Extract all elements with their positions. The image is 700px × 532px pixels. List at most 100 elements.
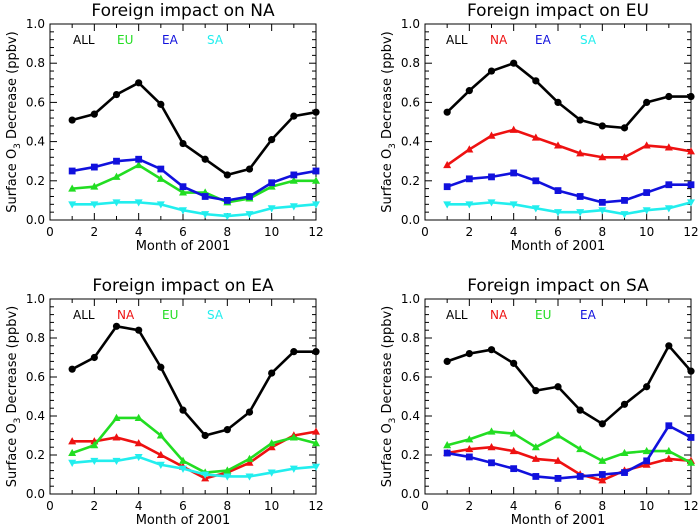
data-point: [554, 209, 562, 217]
data-point: [112, 172, 121, 180]
x-tick-label: 6: [179, 499, 187, 513]
legend-entry: NA: [117, 308, 135, 322]
data-point: [620, 211, 629, 219]
data-point: [443, 160, 452, 169]
data-point: [113, 157, 120, 165]
data-point: [465, 201, 474, 209]
panel-1: 0 2 4 6 8 10 12 0.0 0.2 0.4 0.6 0.8 1.0 Foreign impac…: [5, 1, 324, 254]
data-point: [487, 199, 496, 207]
data-point: [509, 125, 518, 133]
data-point: [268, 136, 276, 144]
data-point: [643, 457, 651, 465]
series-line: [71, 416, 317, 474]
data-point: [245, 165, 254, 173]
legend-entry: ALL: [73, 33, 95, 47]
data-point: [531, 205, 540, 213]
data-point: [156, 450, 165, 458]
data-point: [642, 446, 651, 455]
series-EU: [443, 427, 695, 466]
x-tick-label: 0: [46, 225, 54, 239]
data-point: [487, 346, 496, 354]
data-point: [487, 427, 496, 435]
y-tick-label: 1.0: [401, 17, 420, 31]
data-point: [687, 147, 695, 155]
y-tick-label: 0.8: [401, 331, 420, 345]
legend-entry: EU: [117, 33, 133, 47]
data-point: [312, 176, 320, 184]
data-point: [664, 454, 673, 462]
series-line: [72, 455, 317, 478]
data-point: [532, 77, 540, 85]
data-point: [90, 353, 98, 362]
y-tick-label: 0.8: [401, 56, 420, 70]
data-point: [510, 169, 518, 177]
legend-entry: SA: [207, 308, 224, 322]
y-axis-label: Surface O3 Decrease (ppbv): [5, 31, 23, 212]
data-point: [598, 198, 606, 206]
x-tick-label: 2: [466, 225, 474, 239]
data-point: [179, 406, 187, 414]
data-point: [554, 383, 562, 391]
y-tick-label: 0.0: [401, 487, 420, 501]
data-point: [223, 426, 231, 434]
y-tick-label: 0.2: [401, 174, 420, 188]
x-axis-label: Month of 2001: [511, 513, 606, 528]
data-point: [179, 207, 187, 215]
data-point: [554, 431, 562, 439]
data-point: [554, 475, 562, 482]
data-point: [532, 177, 540, 185]
x-tick-label: 4: [510, 225, 518, 239]
data-point: [576, 444, 585, 453]
data-point: [157, 100, 165, 108]
data-point: [487, 131, 496, 139]
data-point: [267, 469, 276, 477]
data-point: [312, 108, 320, 116]
x-tick-label: 8: [599, 225, 607, 239]
data-point: [488, 459, 495, 467]
data-point: [245, 211, 254, 219]
y-tick-label: 0.4: [26, 135, 45, 149]
legend-entry: ALL: [73, 308, 95, 322]
data-point: [90, 163, 98, 171]
data-point: [642, 141, 651, 149]
data-point: [664, 446, 673, 455]
x-tick-label: 10: [639, 499, 654, 513]
data-point: [598, 153, 607, 161]
series-NA: [443, 125, 695, 169]
data-point: [531, 443, 540, 451]
data-point: [509, 201, 518, 209]
y-tick-label: 0.2: [401, 448, 420, 462]
series-ALL: [68, 79, 320, 179]
data-point: [554, 187, 562, 194]
y-tick-label: 0.6: [26, 370, 45, 384]
chart-title: Foreign impact on EA: [92, 276, 274, 296]
series-SA: [68, 453, 320, 481]
data-point: [68, 437, 77, 445]
data-point: [201, 471, 210, 479]
data-point: [687, 458, 695, 466]
y-tick-label: 0.2: [26, 174, 45, 188]
data-point: [134, 199, 143, 207]
data-point: [245, 473, 254, 481]
data-point: [465, 175, 473, 183]
y-tick-label: 0.4: [401, 135, 420, 149]
data-point: [532, 387, 540, 395]
x-tick-label: 2: [466, 499, 474, 513]
x-tick-label: 8: [599, 499, 607, 513]
series-NA: [68, 427, 320, 482]
legend-entry: EU: [162, 308, 178, 322]
data-point: [576, 209, 585, 217]
series-EA: [68, 155, 320, 204]
series-ALL: [443, 342, 695, 428]
data-point: [620, 400, 629, 408]
data-point: [112, 322, 121, 330]
data-point: [643, 383, 651, 391]
y-tick-label: 0.0: [26, 213, 45, 227]
series-line: [446, 424, 692, 480]
data-point: [665, 342, 673, 350]
data-point: [68, 116, 76, 124]
series-EA: [443, 169, 695, 206]
y-axis-label: Surface O3 Decrease (ppbv): [380, 306, 398, 487]
data-point: [290, 171, 298, 179]
legend-entry: EA: [162, 33, 179, 47]
